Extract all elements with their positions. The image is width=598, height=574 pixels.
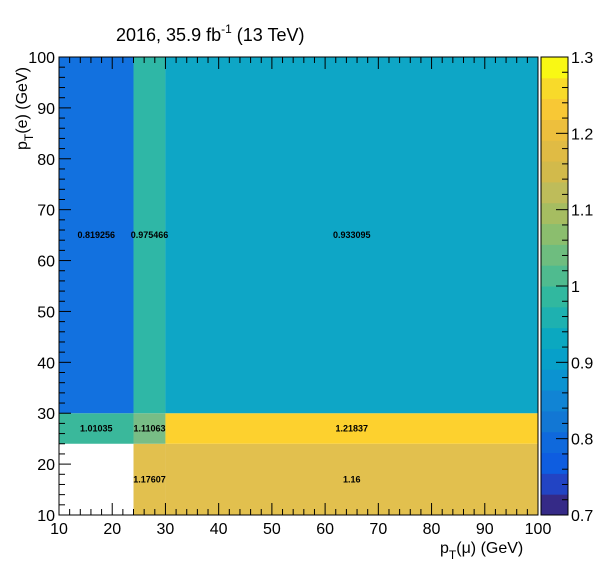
x-tick-label: 50: [263, 521, 281, 538]
x-tick-label: 90: [476, 521, 494, 538]
colorbar-segment: [541, 369, 568, 391]
y-tick-label: 90: [37, 101, 55, 118]
x-tick-label: 60: [316, 521, 334, 538]
x-axis-title-main: p: [440, 540, 449, 557]
colorbar-segment: [541, 57, 568, 79]
x-axis-title-rest: (μ) (GeV): [456, 540, 523, 557]
colorbar-tick-label: 0.8: [571, 432, 593, 449]
colorbar-tick-label: 0.9: [571, 355, 593, 372]
colorbar-segment: [541, 306, 568, 329]
colorbar-segment: [541, 119, 568, 141]
colorbar-segment: [541, 265, 568, 287]
x-axis-title: pT(μ) (GeV): [440, 540, 523, 562]
colorbar-tick-label: 1: [571, 279, 580, 296]
y-axis-title-main: p: [14, 141, 31, 150]
x-tick-label: 40: [210, 521, 228, 538]
heatmap-cell: [165, 57, 538, 414]
x-tick-label: 10: [50, 521, 68, 538]
cell-labels: 1.17607 1.16 1.01035 1.11063 1.21837 0.819256…: [77, 230, 370, 484]
y-axis-title-rest: (e) (GeV): [14, 67, 31, 134]
heatmap-cell: [59, 413, 134, 444]
colorbar-segment: [541, 223, 568, 245]
heatmap-cell: [165, 443, 538, 515]
cell-value-label: 1.11063: [133, 423, 165, 433]
x-axis-title-sub: T: [449, 548, 457, 562]
x-axis-title-text: pT(μ) (GeV): [440, 540, 523, 562]
colorbar-segment: [541, 348, 568, 370]
cell-value-label: 0.933095: [333, 230, 371, 240]
y-tick-label: 10: [37, 508, 55, 525]
cell-value-label: 1.01035: [80, 423, 113, 433]
colorbar-segment: [541, 473, 568, 495]
title-prefix: 2016, 35.9 fb: [116, 25, 221, 45]
cell-value-label: 1.17607: [133, 474, 166, 484]
colorbar-segment: [541, 202, 568, 225]
colorbar-tick-label: 1.1: [571, 203, 593, 220]
colorbar-segment: [541, 286, 568, 308]
x-tick-label: 70: [369, 521, 387, 538]
x-tick-label: 30: [157, 521, 175, 538]
colorbar-segment: [541, 327, 568, 349]
colorbar-segment: [541, 77, 568, 100]
y-tick-label: 100: [28, 50, 55, 67]
y-tick-label: 50: [37, 304, 55, 321]
y-tick-label: 80: [37, 152, 55, 169]
title-suffix: (13 TeV): [232, 25, 305, 45]
y-tick-label: 60: [37, 254, 55, 271]
colorbar-tick-label: 1.3: [571, 50, 593, 67]
plot-area: [58, 56, 539, 516]
colorbar-segment: [541, 410, 568, 433]
y-axis: 10 20 30 40 50 60 70 80 90 100: [28, 50, 71, 525]
cell-value-label: 0.819256: [77, 230, 115, 240]
heatmap-cell: [133, 57, 166, 414]
x-tick-label: 80: [423, 521, 441, 538]
colorbar-segment: [541, 98, 568, 120]
y-tick-label: 40: [37, 355, 55, 372]
colorbar-segment: [541, 390, 568, 412]
colorbar-segment: [541, 140, 568, 162]
x-tick-label: 20: [103, 521, 121, 538]
colorbar-segment: [541, 494, 568, 516]
heatmap-cell: [133, 443, 166, 515]
heatmap-cell: [165, 413, 538, 444]
y-tick-label: 30: [37, 406, 55, 423]
title-superscript: -1: [221, 22, 232, 36]
plot-frame: [58, 56, 539, 516]
cell-value-label: 1.21837: [335, 423, 368, 433]
chart-title: 2016, 35.9 fb-1 (13 TeV): [116, 22, 304, 45]
x-axis: 10 20 30 40 50 60 70 80 90 100: [50, 57, 551, 538]
colorbar-segment: [541, 161, 568, 183]
colorbar-tick-label: 0.7: [571, 508, 593, 525]
colorbar-tick-label: 1.2: [571, 126, 593, 143]
colorbar-segment: [541, 181, 568, 204]
y-axis-title: pT(e) (GeV): [14, 67, 36, 150]
colorbar: 0.7 0.8 0.9 1 1.1 1.2 1.3: [540, 50, 593, 525]
heatmap-cell: [59, 57, 134, 414]
chart-title-text: 2016, 35.9 fb-1 (13 TeV): [116, 22, 304, 45]
colorbar-segment: [541, 431, 568, 454]
y-tick-label: 70: [37, 203, 55, 220]
heatmap-cell: [133, 413, 166, 444]
x-tick-label: 100: [525, 521, 552, 538]
colorbar-segment: [541, 452, 568, 474]
y-axis-title-sub: T: [22, 133, 36, 141]
y-tick-label: 20: [37, 457, 55, 474]
y-axis-title-text: pT(e) (GeV): [14, 67, 36, 150]
cell-value-label: 0.975466: [131, 230, 169, 240]
cell-value-label: 1.16: [343, 474, 361, 484]
colorbar-segment: [541, 244, 568, 266]
